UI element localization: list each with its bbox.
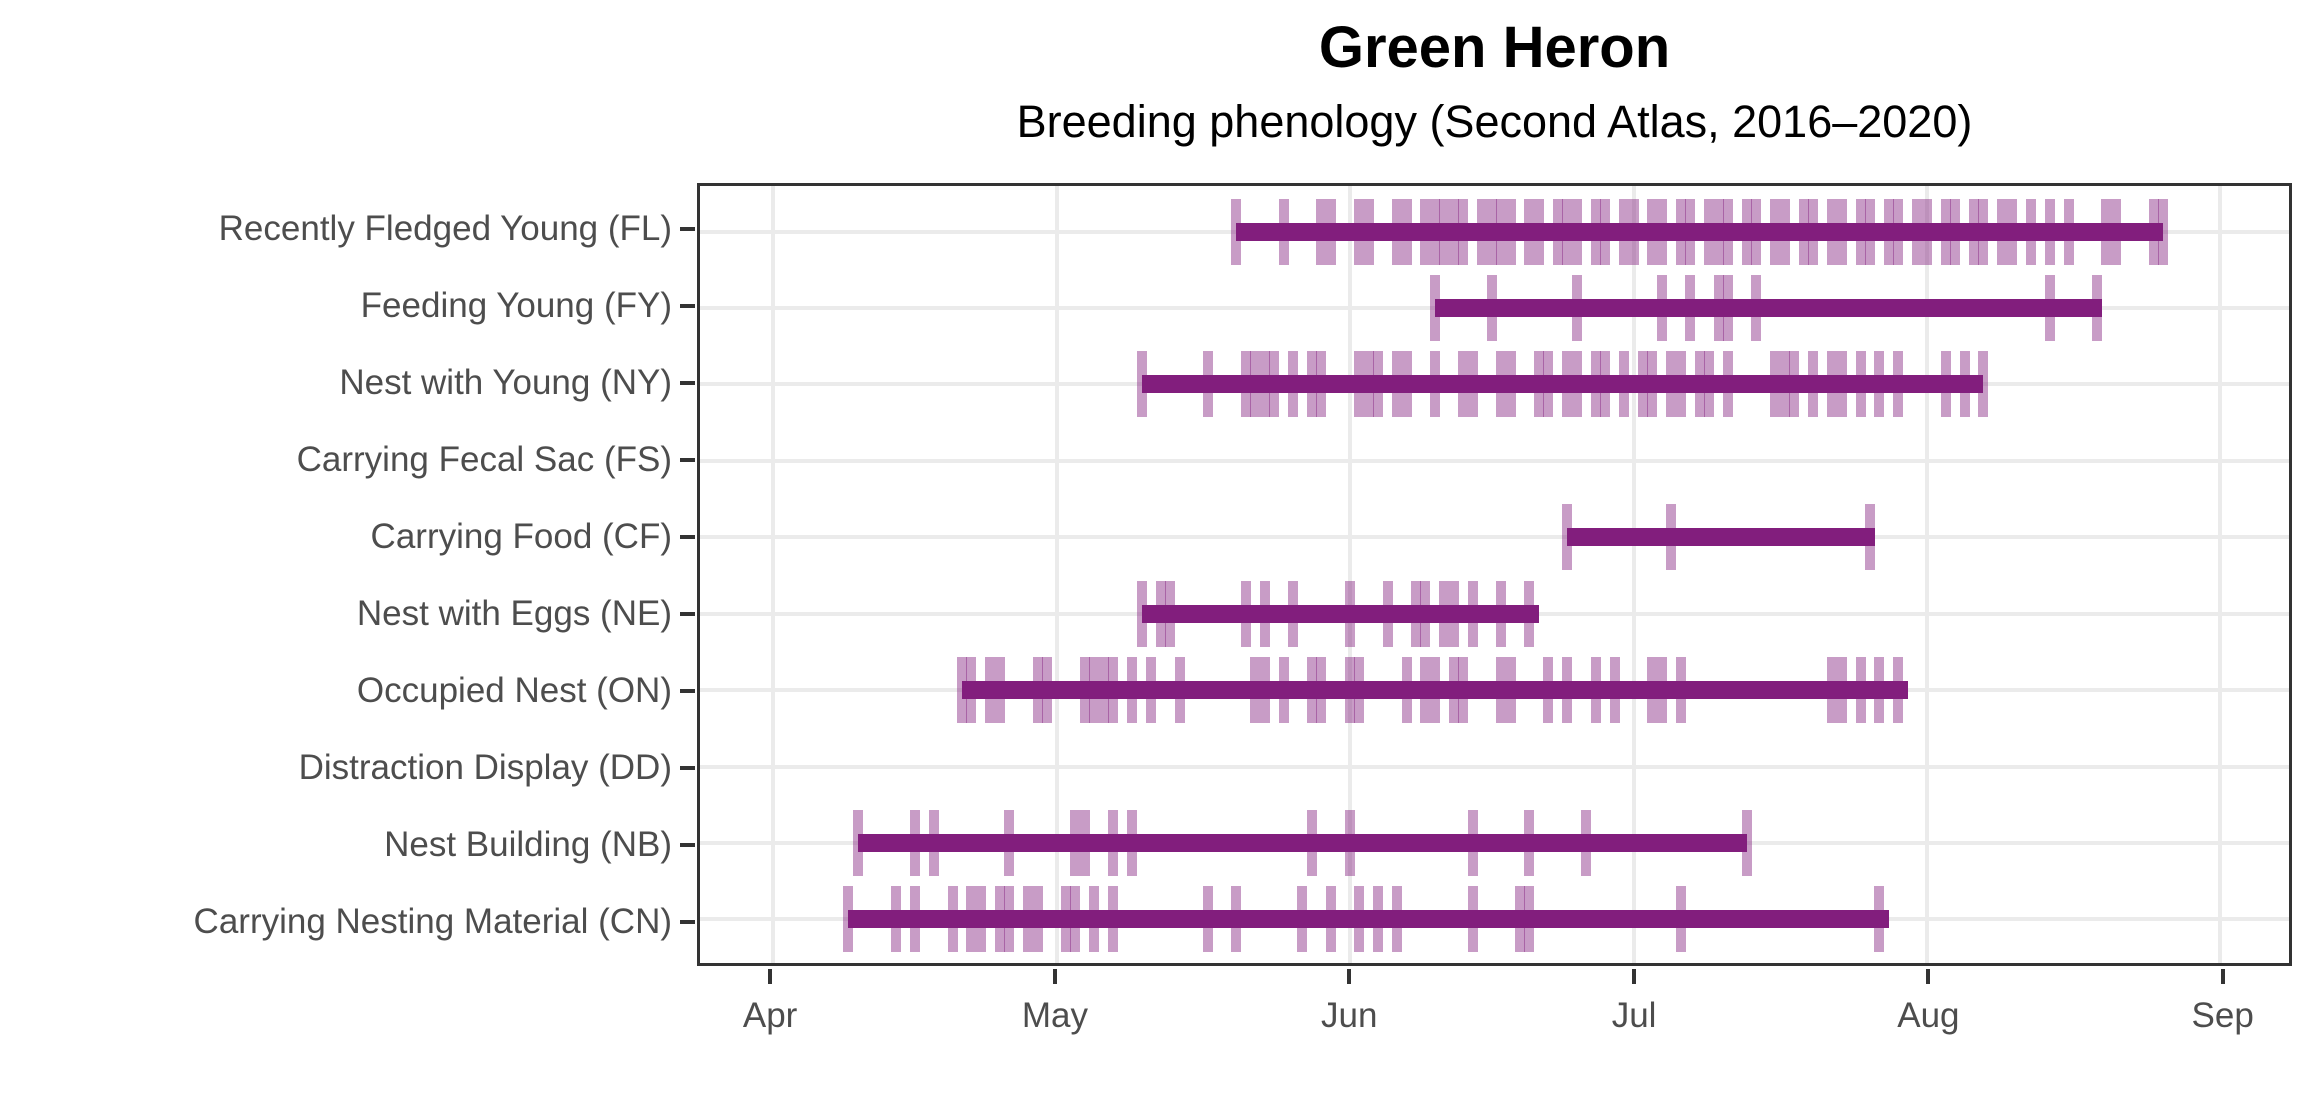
y-axis-tick-mark (680, 920, 695, 924)
x-axis-tick-mark (2220, 969, 2225, 984)
y-axis-label-fl: Recently Fledged Young (FL) (218, 209, 672, 248)
x-axis-tick-mark (1632, 969, 1637, 984)
range-bar-nb (857, 833, 1748, 852)
y-axis-tick-mark (680, 227, 695, 231)
chart-title: Green Heron (1318, 15, 1671, 80)
y-axis-label-ny: Nest with Young (NY) (339, 363, 672, 402)
y-axis-tick-mark (680, 535, 695, 539)
y-axis-tick-mark (680, 612, 695, 616)
x-axis-tick-mark (1926, 969, 1931, 984)
y-axis-tick-mark (680, 458, 695, 462)
month-gridline (2217, 186, 2222, 963)
month-gridline (1347, 186, 1352, 963)
y-axis-label-ne: Nest with Eggs (NE) (356, 594, 672, 633)
plot-panel (697, 183, 2292, 966)
x-axis-label: May (1021, 996, 1088, 1035)
observation-tick-nb (1742, 809, 1753, 876)
range-bar-cf (1567, 528, 1875, 547)
y-axis-tick-mark (680, 381, 695, 385)
x-axis-label: Sep (2191, 996, 2254, 1035)
y-axis-tick-mark (680, 843, 695, 847)
range-bar-ny (1141, 375, 1984, 394)
observation-tick-ny (1978, 351, 1989, 418)
y-axis-tick-mark (680, 766, 695, 770)
x-axis-tick-mark (1347, 969, 1352, 984)
row-gridline (700, 458, 2289, 463)
month-gridline (1054, 186, 1059, 963)
x-axis-label: Jun (1321, 996, 1378, 1035)
range-bar-fy (1434, 299, 2102, 318)
y-axis-label-nb: Nest Building (NB) (384, 825, 672, 864)
x-axis-tick-mark (1052, 969, 1057, 984)
y-axis-label-dd: Distraction Display (DD) (298, 748, 672, 787)
chart-subtitle: Breeding phenology (Second Atlas, 2016–2… (1016, 96, 1973, 147)
row-gridline (700, 535, 2289, 540)
x-axis-label: Jul (1611, 996, 1657, 1035)
y-axis-label-fy: Feeding Young (FY) (360, 286, 672, 325)
x-axis-label: Apr (742, 996, 798, 1035)
range-bar-cn (848, 910, 1889, 929)
month-gridline (1631, 186, 1636, 963)
month-gridline (770, 186, 775, 963)
y-axis-tick-mark (680, 304, 695, 308)
row-gridline (700, 764, 2289, 769)
range-bar-fl (1236, 222, 2164, 241)
y-axis-tick-mark (680, 689, 695, 693)
y-axis-label-cf: Carrying Food (CF) (370, 517, 672, 556)
range-bar-ne (1141, 604, 1539, 623)
x-axis-label: Aug (1897, 996, 1960, 1035)
y-axis-label-fs: Carrying Fecal Sac (FS) (296, 440, 672, 479)
y-axis-label-cn: Carrying Nesting Material (CN) (193, 902, 672, 941)
observation-tick-fl (2158, 198, 2169, 265)
month-gridline (1924, 186, 1929, 963)
y-axis-label-on: Occupied Nest (ON) (356, 671, 672, 710)
x-axis-tick-mark (768, 969, 773, 984)
range-bar-on (961, 681, 1908, 700)
